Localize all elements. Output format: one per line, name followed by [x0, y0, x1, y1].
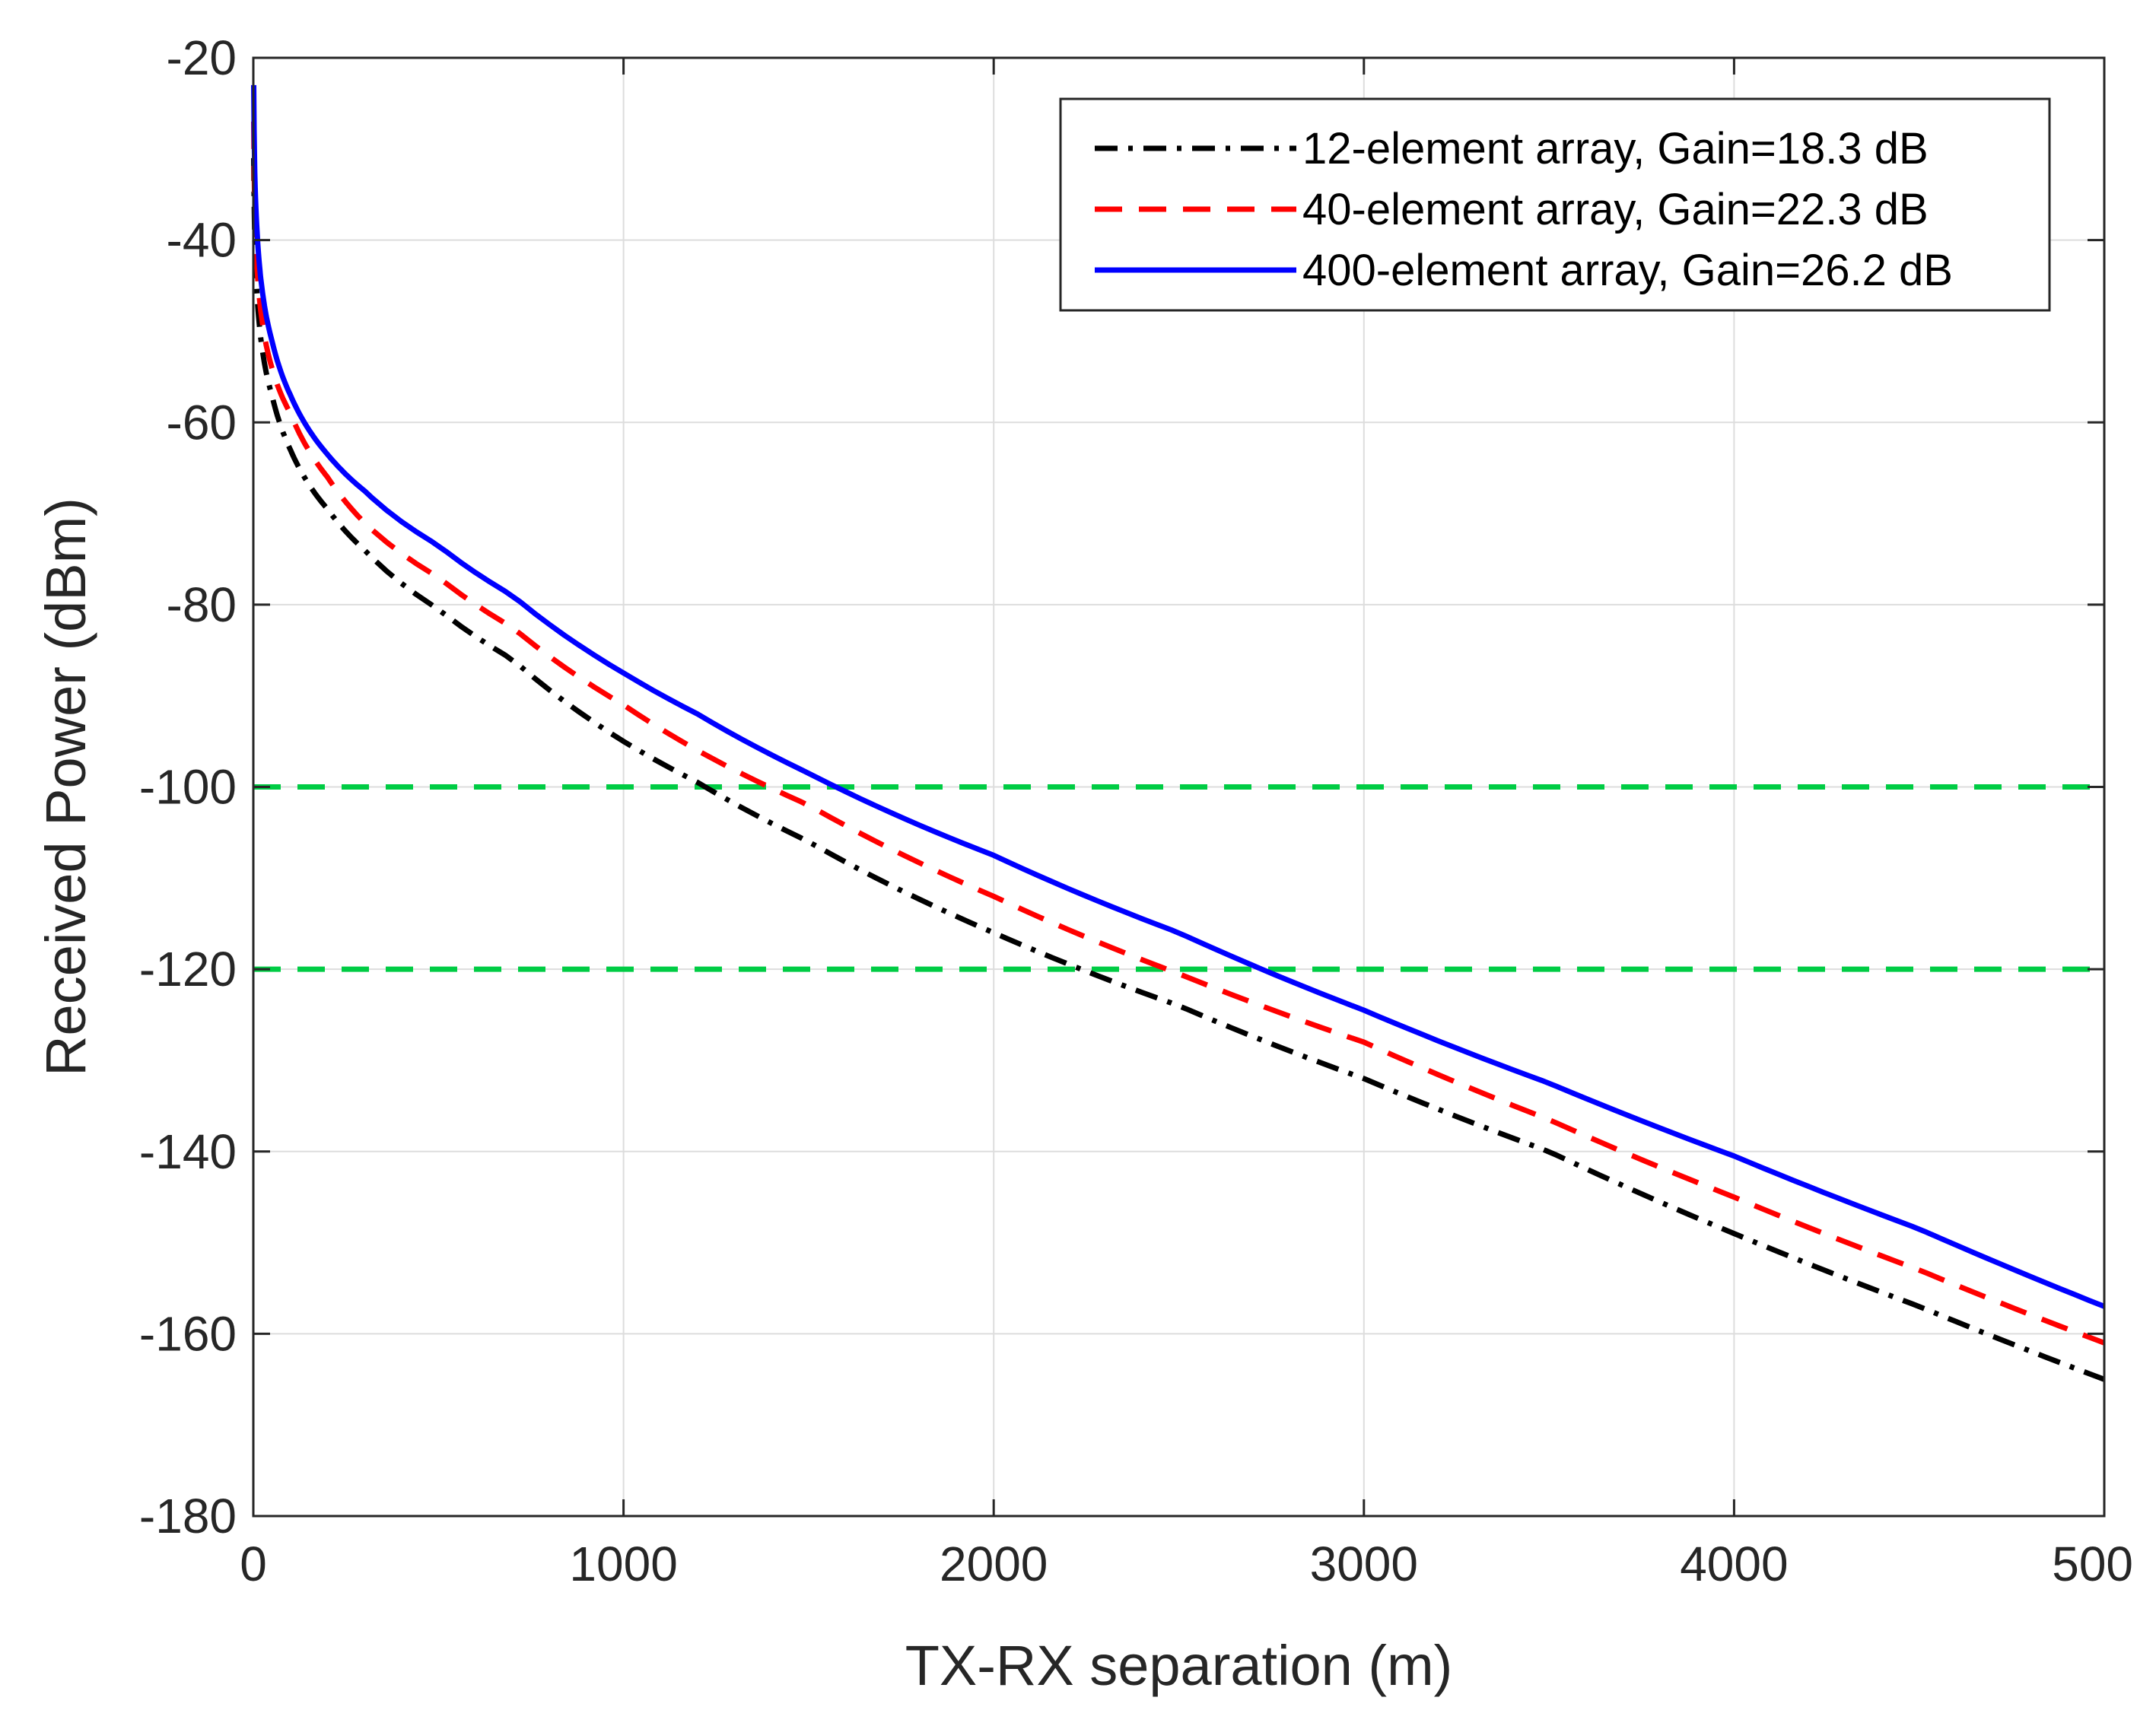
y-tick-label: -60: [167, 395, 237, 450]
x-tick-label: 500: [2052, 1537, 2133, 1591]
y-axis-title: Received Power (dBm): [34, 497, 97, 1076]
series-layer: [251, 84, 2106, 1382]
y-tick-label: -80: [167, 577, 237, 632]
legend-entry-label: 400-element array, Gain=26.2 dB: [1302, 246, 1953, 295]
legend-entry-label: 40-element array, Gain=22.3 dB: [1302, 185, 1929, 234]
legend-entry-label: 12-element array, Gain=18.3 dB: [1302, 124, 1929, 173]
y-tick-label: -100: [139, 760, 237, 815]
y-tick-label: -120: [139, 942, 237, 997]
legend-box: [1059, 97, 2051, 312]
y-tick-label: -40: [167, 213, 237, 268]
series-line-3: [251, 84, 2106, 1309]
series-line-2: [251, 121, 2106, 1346]
x-tick-label: 2000: [940, 1537, 1048, 1591]
x-tick-label: 4000: [1680, 1537, 1788, 1591]
y-tick-label: -20: [167, 30, 237, 85]
y-tick-label: -160: [139, 1306, 237, 1361]
y-tick-label: -180: [139, 1489, 237, 1543]
y-tick-label: -140: [139, 1124, 237, 1179]
x-tick-label: 0: [240, 1537, 267, 1591]
x-tick-label: 1000: [569, 1537, 677, 1591]
x-tick-label: 3000: [1310, 1537, 1418, 1591]
x-axis-title: TX-RX separation (m): [905, 1634, 1453, 1697]
legend: 12-element array, Gain=18.3 dB 40-element…: [1059, 97, 2051, 312]
tick-layer: 0 1000 2000 3000 4000 500 -180 -160 -140 -120 -100…: [139, 30, 2133, 1591]
